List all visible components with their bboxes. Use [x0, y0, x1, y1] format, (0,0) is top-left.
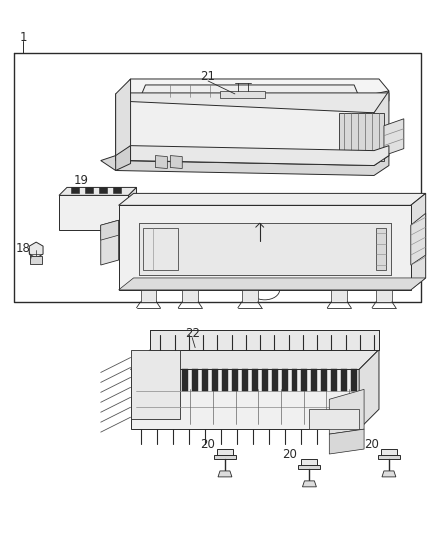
Polygon shape: [341, 369, 347, 391]
Polygon shape: [303, 481, 316, 487]
Polygon shape: [116, 101, 374, 166]
Polygon shape: [141, 85, 359, 97]
Text: 21: 21: [200, 70, 215, 84]
Polygon shape: [129, 188, 137, 230]
Polygon shape: [222, 369, 228, 391]
Polygon shape: [85, 188, 93, 193]
Polygon shape: [101, 220, 119, 240]
Polygon shape: [329, 389, 364, 434]
Text: 20: 20: [200, 438, 215, 450]
Polygon shape: [119, 193, 426, 205]
Polygon shape: [411, 193, 426, 290]
Polygon shape: [329, 429, 364, 454]
Polygon shape: [141, 290, 156, 302]
Polygon shape: [282, 369, 288, 391]
Text: 22: 22: [185, 327, 200, 340]
Text: 19: 19: [74, 174, 88, 187]
Polygon shape: [182, 290, 198, 302]
Polygon shape: [119, 205, 411, 290]
Polygon shape: [339, 113, 384, 160]
Polygon shape: [351, 369, 357, 391]
Polygon shape: [119, 278, 426, 290]
Polygon shape: [192, 369, 198, 391]
Polygon shape: [331, 369, 337, 391]
Polygon shape: [155, 156, 167, 168]
Polygon shape: [131, 350, 379, 369]
Polygon shape: [301, 459, 318, 465]
Text: 20: 20: [283, 448, 297, 461]
Polygon shape: [131, 369, 359, 429]
Polygon shape: [292, 369, 297, 391]
Polygon shape: [242, 369, 248, 391]
Polygon shape: [331, 290, 347, 302]
Polygon shape: [131, 350, 180, 419]
Polygon shape: [298, 465, 320, 469]
Polygon shape: [252, 369, 258, 391]
Polygon shape: [378, 455, 400, 459]
Polygon shape: [212, 369, 218, 391]
Polygon shape: [182, 369, 188, 391]
Polygon shape: [131, 146, 389, 166]
Polygon shape: [116, 93, 389, 113]
Polygon shape: [220, 91, 265, 98]
Polygon shape: [214, 455, 236, 459]
Text: 1: 1: [20, 31, 27, 44]
Polygon shape: [411, 213, 426, 265]
Polygon shape: [309, 409, 359, 429]
Polygon shape: [30, 256, 42, 264]
Polygon shape: [374, 91, 389, 166]
Text: 20: 20: [364, 438, 379, 450]
Polygon shape: [116, 146, 131, 171]
Polygon shape: [101, 156, 389, 175]
Polygon shape: [242, 290, 258, 302]
Text: 18: 18: [16, 241, 31, 255]
Polygon shape: [144, 228, 178, 270]
Polygon shape: [59, 196, 129, 230]
Polygon shape: [382, 471, 396, 477]
Polygon shape: [218, 471, 232, 477]
Polygon shape: [376, 290, 392, 302]
Polygon shape: [202, 369, 208, 391]
Polygon shape: [59, 188, 137, 196]
Polygon shape: [29, 242, 43, 258]
Polygon shape: [120, 79, 389, 101]
Polygon shape: [376, 228, 386, 270]
Polygon shape: [71, 188, 79, 193]
Polygon shape: [113, 188, 120, 193]
Polygon shape: [381, 449, 397, 455]
Polygon shape: [99, 188, 107, 193]
Polygon shape: [170, 156, 182, 168]
Polygon shape: [359, 350, 379, 429]
Polygon shape: [262, 369, 268, 391]
Polygon shape: [116, 79, 131, 160]
Polygon shape: [217, 449, 233, 455]
Polygon shape: [150, 330, 379, 350]
Polygon shape: [321, 369, 327, 391]
Polygon shape: [138, 223, 391, 275]
Polygon shape: [150, 330, 379, 350]
Polygon shape: [101, 220, 119, 265]
Polygon shape: [232, 369, 238, 391]
Polygon shape: [384, 119, 404, 156]
Polygon shape: [301, 369, 307, 391]
Polygon shape: [272, 369, 278, 391]
Polygon shape: [311, 369, 318, 391]
